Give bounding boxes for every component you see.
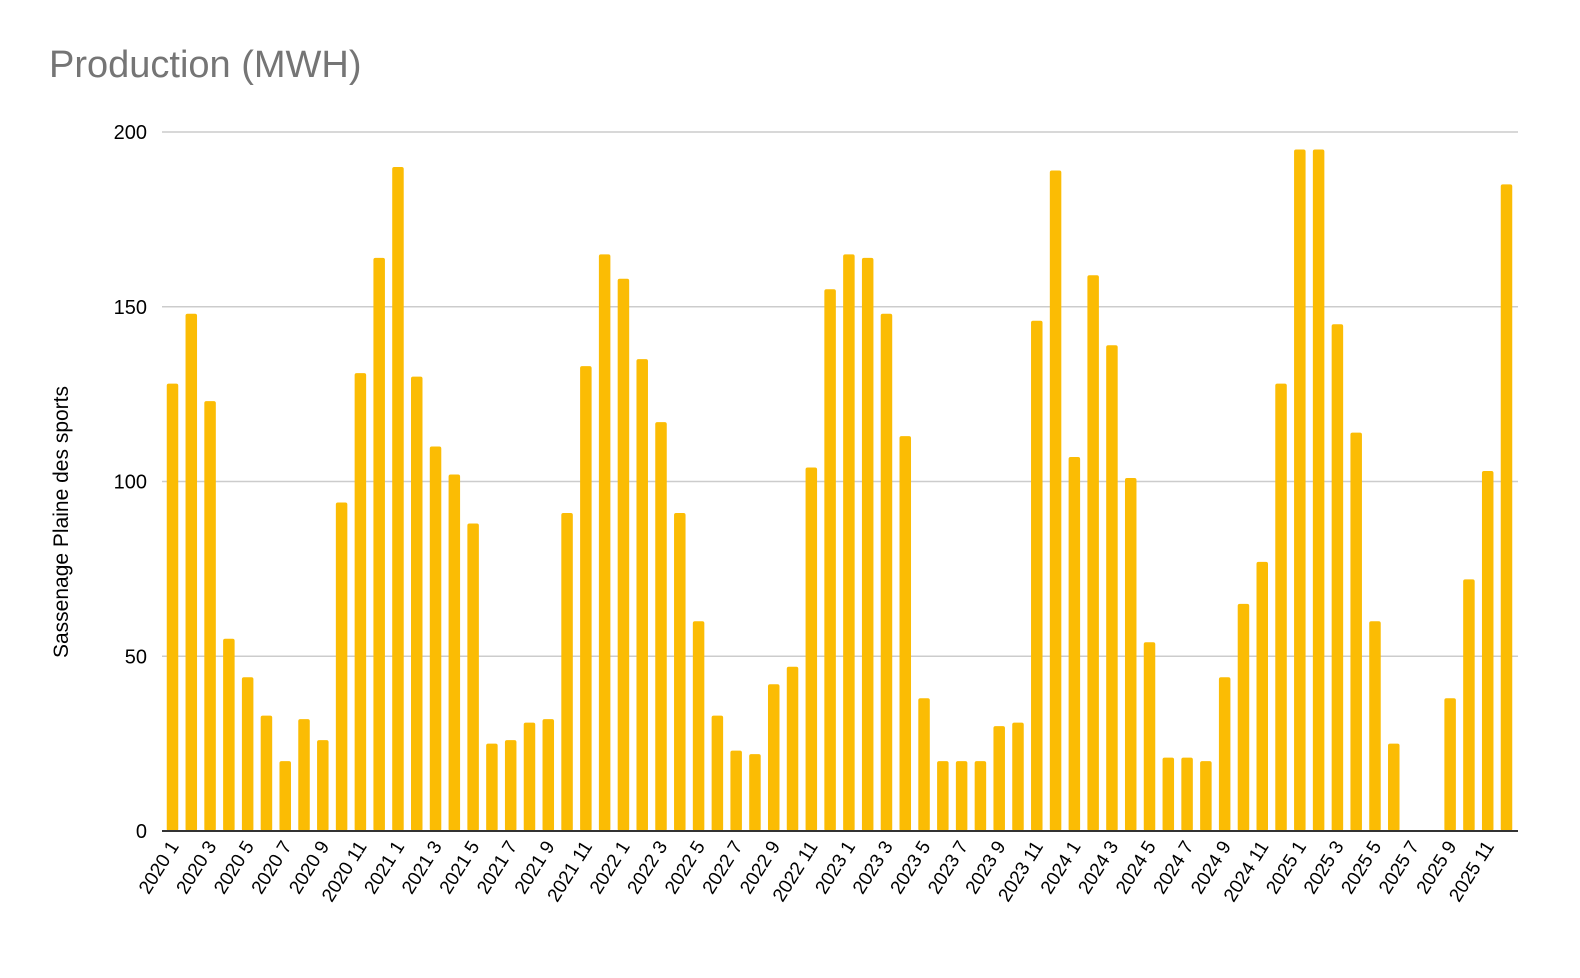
bar-2021-11 (580, 366, 592, 831)
chart-title: Production (MWH) (49, 44, 362, 86)
bar-2024-8 (1200, 761, 1212, 831)
bar-2023-8 (974, 761, 987, 831)
bar-2020-1 (166, 383, 179, 831)
bar-2023-11 (1031, 320, 1043, 831)
bar-2023-5 (918, 698, 930, 831)
bars (166, 149, 1513, 832)
bar-2021-10 (561, 512, 573, 831)
bar-2020-6 (260, 715, 273, 831)
y-tick-label: 200 (114, 122, 147, 144)
bar-2020-2 (185, 313, 198, 831)
bar-2024-3 (1106, 345, 1118, 831)
bar-2020-7 (279, 761, 291, 831)
bar-2023-6 (937, 761, 949, 831)
bar-2022-6 (711, 715, 724, 831)
bar-2021-5 (467, 523, 479, 831)
bar-2023-12 (1049, 170, 1062, 831)
bar-2025-2 (1312, 149, 1325, 832)
bar-2023-3 (880, 313, 893, 831)
bar-2022-5 (692, 621, 705, 831)
bar-2021-6 (486, 743, 498, 831)
bar-2025-5 (1369, 621, 1381, 831)
bar-2022-9 (767, 684, 780, 831)
bar-2023-9 (993, 726, 1005, 831)
bar-2025-10 (1463, 579, 1475, 831)
bar-2023-7 (955, 761, 968, 831)
bar-2022-10 (786, 666, 799, 831)
bar-2020-5 (241, 677, 254, 831)
bar-2025-4 (1350, 432, 1362, 831)
y-tick-label: 50 (125, 646, 147, 668)
bar-2022-1 (617, 278, 630, 831)
bar-2025-11 (1481, 471, 1494, 831)
bar-2020-11 (354, 373, 367, 831)
bar-2021-9 (542, 719, 555, 831)
bar-2021-1 (392, 166, 404, 831)
bar-2021-8 (523, 722, 536, 831)
bar-2025-9 (1444, 698, 1456, 831)
bar-2024-6 (1162, 757, 1175, 831)
bar-2022-3 (655, 422, 667, 831)
bar-2024-1 (1068, 457, 1081, 831)
bar-2021-12 (598, 254, 611, 831)
bar-2024-10 (1237, 603, 1250, 831)
bar-2025-12 (1500, 184, 1513, 832)
bar-2023-4 (899, 436, 912, 831)
bar-2024-9 (1218, 677, 1231, 831)
y-tick-label: 100 (114, 472, 147, 494)
bar-2023-10 (1012, 722, 1024, 831)
bar-2020-12 (373, 257, 385, 831)
y-axis-title: Sassenage Plaine des sports (50, 386, 73, 658)
bar-2020-4 (223, 638, 235, 831)
bar-2020-9 (317, 740, 329, 831)
bar-2025-6 (1388, 743, 1400, 831)
bar-2024-2 (1087, 275, 1099, 831)
y-axis-tick-labels: 0 50 100 150 200 (114, 122, 147, 843)
bar-2025-3 (1331, 324, 1344, 831)
bar-2022-11 (805, 467, 818, 831)
bar-2022-2 (636, 359, 648, 831)
bar-2020-10 (335, 502, 348, 831)
bar-2024-12 (1275, 383, 1287, 831)
bar-2024-5 (1143, 642, 1156, 831)
bar-2020-3 (204, 401, 216, 831)
bar-2022-12 (824, 289, 836, 831)
y-tick-label: 0 (136, 821, 147, 843)
bar-2023-2 (861, 257, 874, 831)
bar-2021-2 (411, 376, 423, 831)
gridlines (162, 131, 1518, 657)
y-tick-label: 150 (114, 297, 147, 319)
bar-2023-1 (843, 254, 855, 831)
bar-2021-3 (429, 446, 442, 831)
bar-2022-8 (749, 754, 761, 831)
bar-2020-8 (298, 719, 310, 831)
bar-2021-4 (448, 474, 461, 831)
bar-2024-11 (1256, 561, 1268, 831)
bar-2022-7 (730, 750, 742, 831)
bar-2022-4 (674, 512, 686, 831)
bar-2024-4 (1124, 478, 1137, 831)
bar-2021-7 (504, 740, 517, 831)
bar-2024-7 (1181, 757, 1193, 831)
bar-2025-1 (1294, 149, 1306, 832)
